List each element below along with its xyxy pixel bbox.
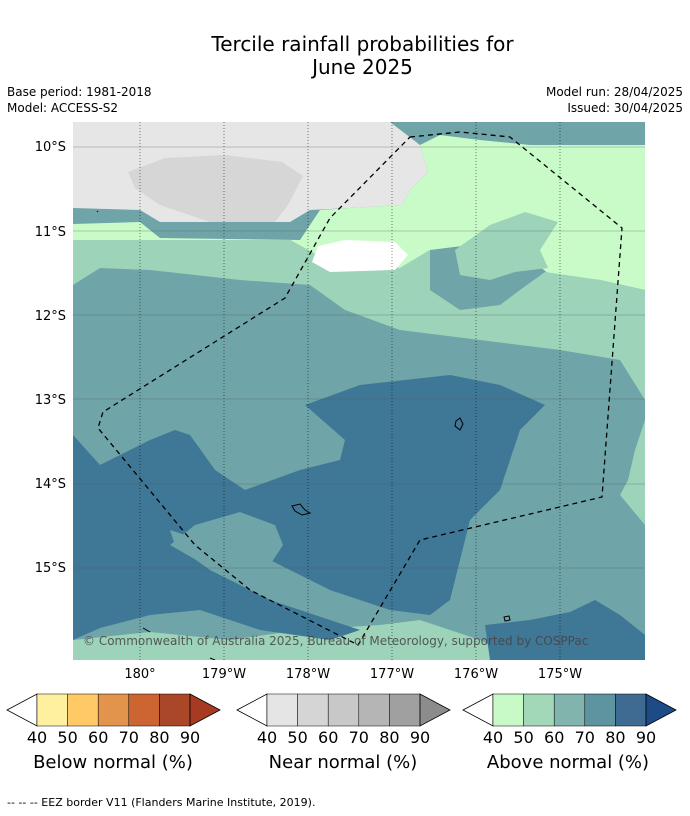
chart-title-line1: Tercile rainfall probabilities for: [211, 32, 514, 56]
lon-label-179w: 179°W: [202, 667, 246, 682]
above-50-south: [73, 620, 520, 660]
near-normal-50-region: [128, 155, 303, 222]
above-cbar-box-4: [615, 693, 647, 727]
above-cbar-tick-50: 50: [513, 728, 533, 747]
lon-label-178w: 178°W: [286, 667, 330, 682]
lat-lines: [73, 146, 645, 569]
issued-date: Issued: 30/04/2025: [567, 101, 683, 115]
near-normal-label: Near normal (%): [268, 752, 418, 773]
below-cbar-tick-90: 90: [180, 728, 200, 747]
above-cbar-box-1: [523, 693, 555, 727]
below-cbar-box-2: [97, 693, 130, 727]
lat-label-10s: 10°S: [35, 140, 66, 155]
near-cbar-box-2: [327, 693, 360, 727]
below-cbar-box-1: [67, 693, 99, 727]
lon-label-180: 180°: [124, 667, 155, 682]
near-cbar-box-4: [389, 693, 421, 727]
model-run: Model run: 28/04/2025: [545, 85, 683, 99]
near-cbar-tick-70: 70: [349, 728, 369, 747]
lat-label-11s: 11°S: [35, 225, 66, 240]
lon-label-177w: 177°W: [370, 667, 414, 682]
lat-label-15s: 15°S: [35, 561, 66, 576]
island-mark: [142, 627, 151, 633]
chart-title-line2: June 2025: [312, 55, 413, 79]
below-cbar-tick-80: 80: [149, 728, 169, 747]
white-blob: [312, 240, 408, 272]
colorbars: 40 50 60 70 80 90 40 50 60 70 80 90 40 50 60 70 80 90: [6, 693, 677, 747]
above-cbar-box-0: [492, 693, 524, 727]
lat-label-13s: 13°S: [35, 393, 66, 408]
above-cbar-box-3: [584, 693, 616, 727]
near-cbar-box-1: [297, 693, 329, 727]
below-cbar-tick-50: 50: [57, 728, 77, 747]
above-normal-label: Above normal (%): [486, 752, 650, 773]
island-east: [454, 417, 464, 431]
map-area: © Commonwealth of Australia 2025, Bureau…: [73, 122, 645, 660]
near-cbar-tick-90: 90: [410, 728, 430, 747]
above-cbar-tick-80: 80: [605, 728, 625, 747]
near-cbar-box-3: [358, 693, 390, 727]
model-name: Model: ACCESS-S2: [7, 101, 119, 115]
island-dot: [96, 210, 99, 213]
base-period: Base period: 1981-2018: [7, 85, 152, 99]
above-cbar-low-extend: [462, 693, 494, 727]
lon-label-176w: 176°W: [454, 667, 498, 682]
lon-label-175w: 175°W: [538, 667, 582, 682]
near-cbar-tick-60: 60: [318, 728, 338, 747]
above-50-patch: [455, 212, 558, 280]
above-70-region: [73, 375, 545, 640]
near-cbar-tick-40: 40: [257, 728, 277, 747]
island-mark-2: [209, 657, 216, 660]
near-cbar-low-extend: [236, 693, 268, 727]
below-cbar-low-extend: [6, 693, 38, 727]
below-cbar-tick-60: 60: [88, 728, 108, 747]
lat-label-12s: 12°S: [35, 309, 66, 324]
above-cbar-tick-70: 70: [575, 728, 595, 747]
near-cbar-tick-80: 80: [379, 728, 399, 747]
near-cbar-tick-50: 50: [287, 728, 307, 747]
near-cbar-box-0: [266, 693, 298, 727]
eez-border: [97, 131, 623, 646]
above-cbar-tick-60: 60: [544, 728, 564, 747]
island-small: [503, 615, 511, 622]
below-cbar-high-extend: [189, 693, 221, 727]
below-normal-label: Below normal (%): [33, 752, 193, 773]
above-40-region: [73, 135, 645, 290]
above-cbar-tick-90: 90: [636, 728, 656, 747]
above-70-southeast: [485, 600, 645, 660]
island-south: [291, 503, 312, 516]
below-cbar-tick-70: 70: [119, 728, 139, 747]
above-50-region: [73, 240, 645, 400]
below-cbar-tick-40: 40: [27, 728, 47, 747]
copyright-text: © Commonwealth of Australia 2025, Bureau…: [83, 634, 588, 648]
above-cbar-high-extend: [645, 693, 677, 727]
below-cbar-box-3: [128, 693, 160, 727]
above-cbar-tick-40: 40: [483, 728, 503, 747]
near-cbar-high-extend: [419, 693, 451, 727]
below-cbar-box-0: [36, 693, 68, 727]
eez-footnote: -- -- -- EEZ border V11 (Flanders Marine…: [7, 796, 316, 809]
lat-label-14s: 14°S: [35, 477, 66, 492]
above-cbar-box-2: [553, 693, 586, 727]
above-50-east: [620, 420, 645, 525]
above-60-island: [170, 512, 283, 572]
below-cbar-box-4: [159, 693, 191, 727]
